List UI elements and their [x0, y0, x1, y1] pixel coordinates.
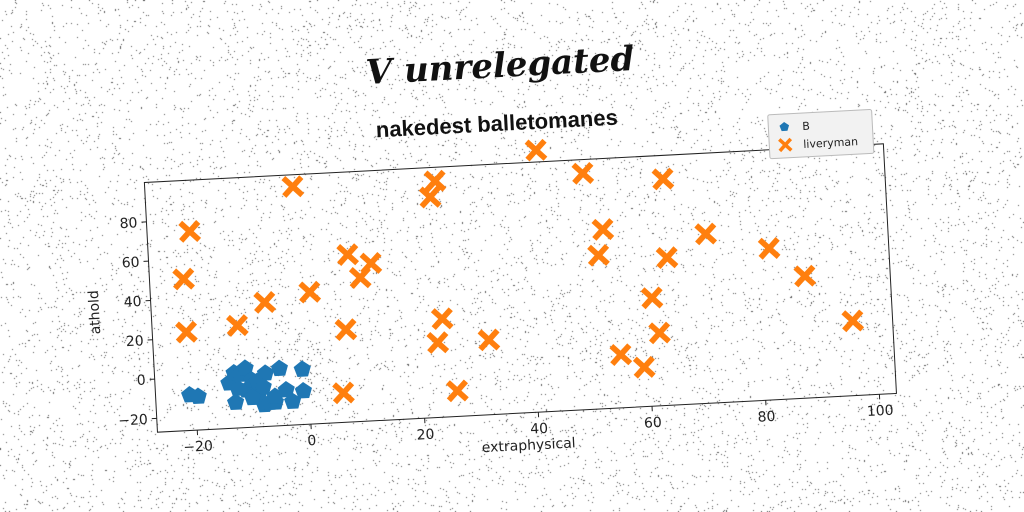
series-1-point [277, 380, 295, 398]
x-tick-label: −20 [183, 438, 213, 456]
plot-area-frame [143, 143, 897, 433]
series-2-point [632, 355, 656, 379]
series-2-point [430, 307, 454, 331]
y-tick-label: 80 [119, 215, 138, 232]
series-2-point [423, 169, 447, 193]
y-tick-label: 40 [123, 294, 142, 311]
series-2-point [332, 381, 355, 405]
legend-label: liveryman [803, 135, 858, 151]
series-2-point [418, 185, 442, 209]
series-1-point [243, 388, 261, 406]
series-2-point [226, 314, 249, 337]
x-tick-label: 0 [307, 433, 317, 449]
series-2-point [694, 222, 718, 246]
series-2-point [281, 175, 305, 198]
series-1-point [254, 378, 272, 395]
series-2-point [426, 331, 450, 354]
x-tick-label: 40 [530, 421, 549, 438]
series-2-point [172, 267, 195, 291]
x-tick-label: 100 [867, 403, 895, 420]
series-1-point [236, 359, 254, 376]
series-1-point [294, 381, 312, 399]
series-2-point [640, 286, 664, 310]
y-tick-label: 20 [125, 333, 144, 350]
x-axis-label: extraphysical [481, 435, 576, 456]
series-2-point [571, 161, 595, 185]
series-2-point [334, 318, 358, 342]
series-2-point [175, 320, 198, 344]
legend-box [767, 108, 875, 160]
series-1-point [293, 360, 311, 377]
legend-marker [779, 121, 790, 132]
series-1-point [189, 387, 207, 405]
series-1-point [256, 364, 274, 381]
series-2-point [841, 309, 865, 333]
series-2-point [178, 220, 202, 243]
series-2-point [757, 236, 781, 260]
y-tick-label: 0 [136, 373, 146, 389]
series-2-point [524, 138, 548, 162]
series-1-point [226, 393, 245, 411]
legend-label: B [802, 120, 810, 133]
series-2-point [253, 291, 277, 314]
x-tick-label: 80 [757, 409, 776, 426]
x-tick-label: 60 [644, 415, 663, 432]
y-tick-label: 60 [121, 255, 140, 272]
y-tick-label: −20 [118, 412, 148, 430]
series-2-point [477, 328, 501, 352]
chart-title: nakedest balletomanes [375, 105, 618, 143]
series-2-point [587, 243, 610, 267]
series-1-point [270, 359, 288, 377]
series-2-point [336, 243, 360, 267]
legend-marker [778, 137, 793, 153]
series-2-point [793, 264, 817, 288]
series-2-point [648, 321, 671, 345]
series-2-point [651, 167, 675, 191]
y-axis-label: athold [86, 290, 104, 335]
series-2-point [446, 379, 469, 403]
series-2-point [609, 343, 633, 367]
series-2-point [655, 246, 679, 269]
series-2-point [359, 251, 383, 275]
series-2-point [298, 280, 322, 304]
series-2-point [591, 218, 615, 241]
x-tick-label: 20 [416, 427, 435, 444]
